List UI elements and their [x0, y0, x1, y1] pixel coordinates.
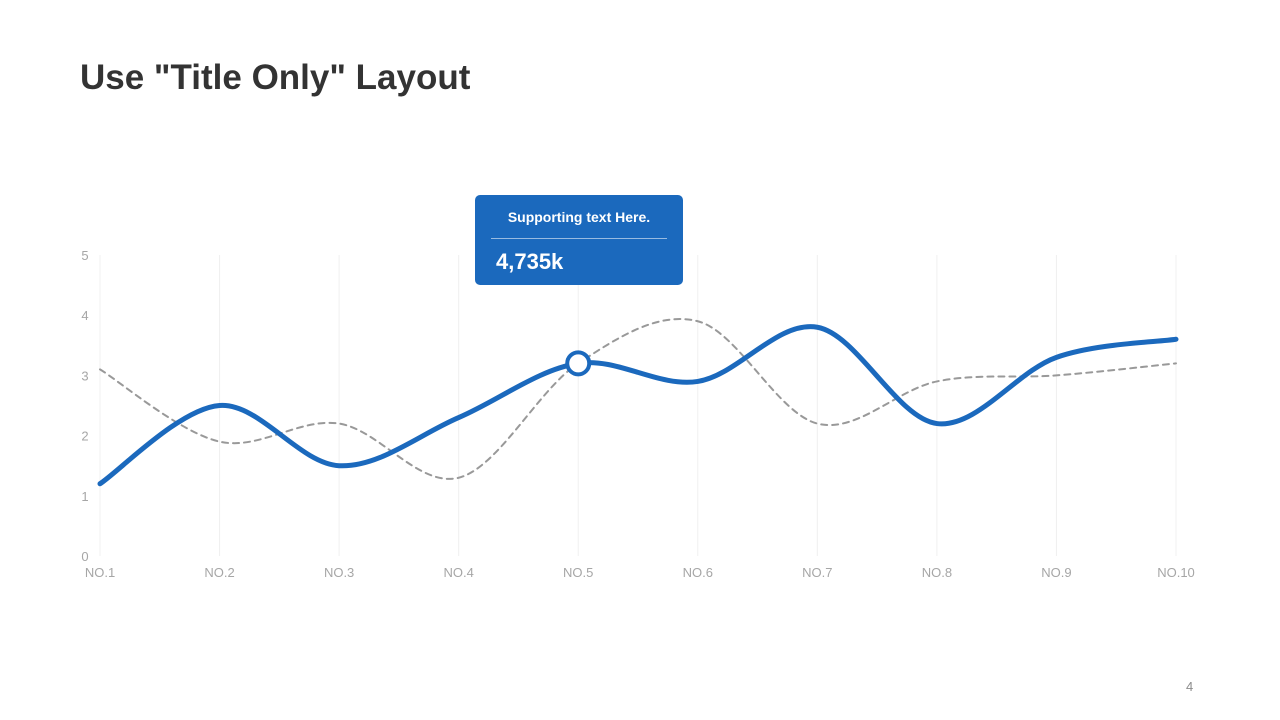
page-number: 4 [1186, 679, 1194, 694]
x-tick-label: NO.6 [683, 565, 713, 580]
x-tick-label: NO.4 [443, 565, 473, 580]
x-tick-label: NO.2 [204, 565, 234, 580]
callout-divider [491, 238, 667, 239]
x-tick-label: NO.1 [85, 565, 115, 580]
y-tick-label: 4 [81, 308, 88, 323]
chart-series [97, 318, 1179, 487]
slide-title: Use "Title Only" Layout [80, 58, 471, 97]
callout-box: Supporting text Here. 4,735k [475, 195, 683, 285]
y-tick-label: 0 [81, 549, 88, 564]
callout-text: Supporting text Here. [507, 209, 651, 225]
callout-value: 4,735k [496, 249, 564, 274]
y-tick-label: 3 [81, 368, 88, 383]
x-axis-ticks: NO.1 NO.2 NO.3 NO.4 NO.5 NO.6 NO.7 NO.8 NO.9 NO.1… [85, 565, 1195, 580]
y-tick-label: 1 [81, 489, 88, 504]
highlight-point-marker [565, 350, 592, 377]
x-tick-label: NO.3 [324, 565, 354, 580]
chart-grid [99, 255, 1177, 556]
y-axis-ticks: 0 1 2 3 4 5 [81, 248, 88, 564]
x-tick-label: NO.7 [802, 565, 832, 580]
x-tick-label: NO.8 [922, 565, 952, 580]
x-tick-label: NO.9 [1041, 565, 1071, 580]
y-tick-label: 2 [81, 429, 88, 444]
series-line-solid [97, 324, 1179, 487]
chart-markers [565, 350, 592, 377]
y-tick-label: 5 [81, 248, 88, 263]
series-line-dashed [99, 318, 1177, 480]
x-tick-label: NO.10 [1157, 565, 1195, 580]
x-tick-label: NO.5 [563, 565, 593, 580]
